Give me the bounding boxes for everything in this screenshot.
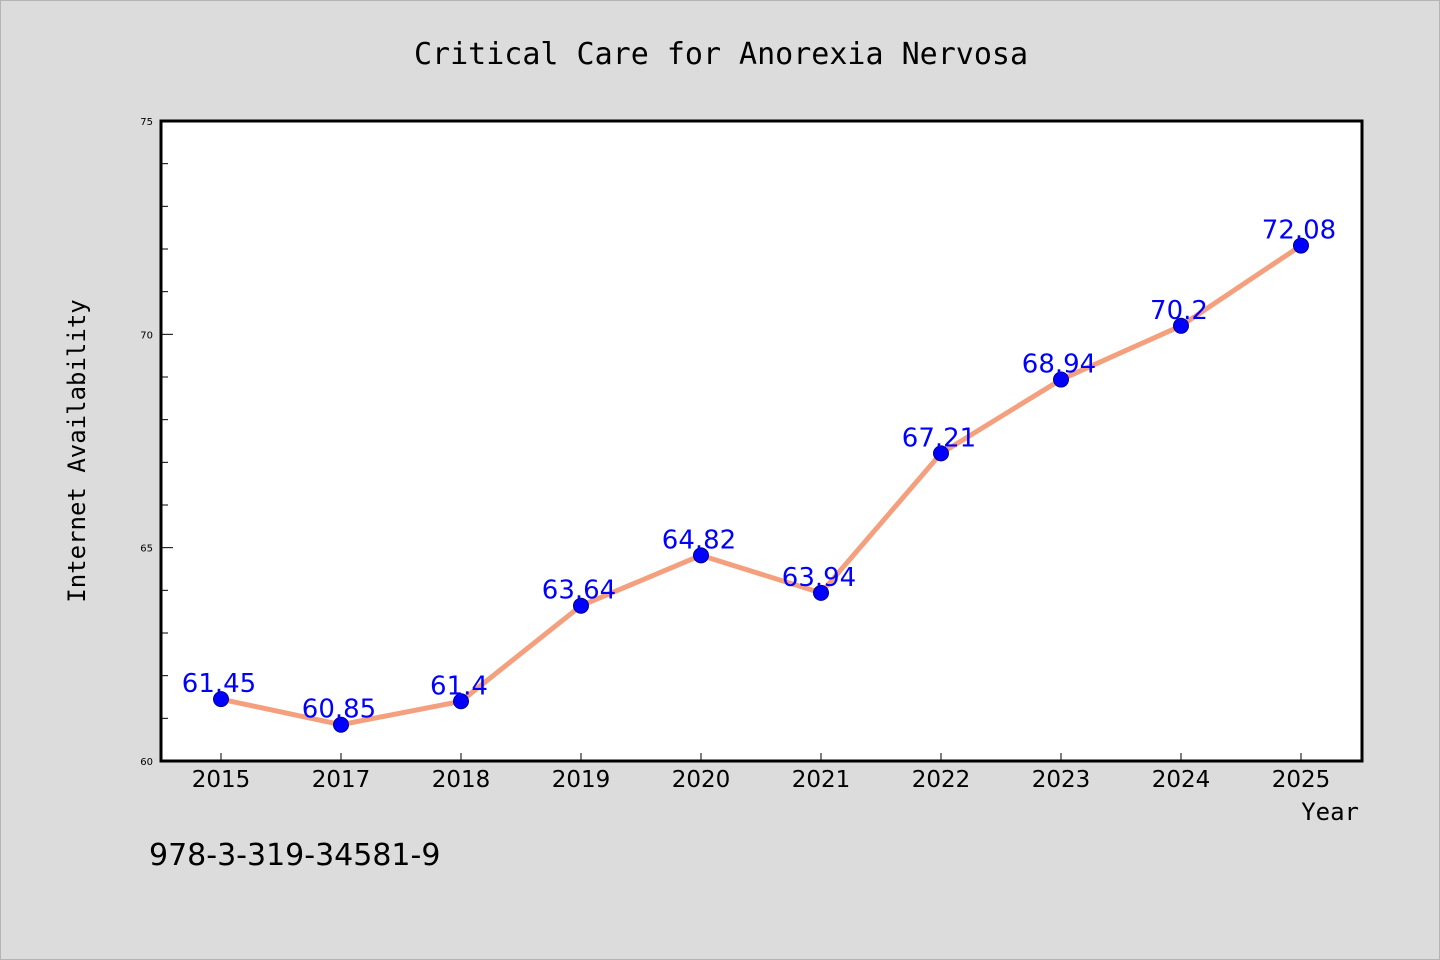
data-point: [1173, 317, 1189, 334]
x-tick-label: 2021: [792, 767, 851, 793]
data-point: [333, 716, 349, 733]
data-markers: [213, 237, 1309, 733]
y-tick-label: 60: [140, 757, 153, 768]
data-point: [693, 547, 709, 564]
y-axis-title: Internet Availability: [63, 299, 91, 602]
data-label: 70.2: [1150, 296, 1208, 326]
data-label: 72.08: [1262, 216, 1336, 246]
data-point: [1293, 237, 1309, 254]
data-label: 68.94: [1022, 350, 1096, 380]
data-label: 63.94: [782, 563, 856, 593]
data-label: 61.45: [182, 669, 256, 699]
x-tick-label: 2015: [192, 767, 251, 793]
y-tick-label: 70: [140, 330, 153, 341]
data-point: [453, 693, 469, 710]
data-labels: 61.45 60.85 61.4 63.64 64.82 63.94 67.21 68.94 7…: [182, 216, 1336, 725]
y-axis: 60 65 70 75: [140, 117, 173, 768]
x-axis: 2015 2017 2018 2019 2020 2021 2022 2023 2024 2025: [192, 753, 1331, 793]
data-point: [213, 691, 229, 708]
x-tick-label: 2020: [672, 767, 731, 793]
plot-area: [159, 119, 1364, 763]
y-tick-label: 75: [140, 117, 153, 128]
y-tick-label: 65: [140, 544, 153, 555]
x-tick-label: 2023: [1032, 767, 1091, 793]
data-point: [813, 584, 829, 601]
x-tick-label: 2019: [552, 767, 611, 793]
data-point: [573, 597, 589, 614]
x-tick-label: 2022: [912, 767, 971, 793]
data-label: 67.21: [902, 423, 976, 453]
data-label: 64.82: [662, 525, 736, 555]
x-tick-label: 2024: [1152, 767, 1211, 793]
series-line: [218, 243, 1304, 728]
x-tick-label: 2018: [432, 767, 491, 793]
x-tick-label: 2017: [312, 767, 371, 793]
chart-title: Critical Care for Anorexia Nervosa: [414, 37, 1028, 72]
data-label: 63.64: [542, 576, 616, 606]
data-point: [1053, 371, 1069, 388]
data-label: 61.4: [430, 671, 488, 701]
x-tick-label: 2025: [1272, 767, 1331, 793]
footer-code: 978-3-319-34581-9: [149, 838, 440, 873]
data-point: [933, 445, 949, 462]
data-label: 60.85: [302, 695, 376, 725]
x-axis-title: Year: [1301, 798, 1359, 826]
